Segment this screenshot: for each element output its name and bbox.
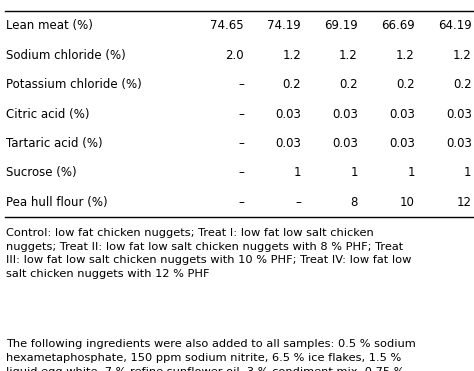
Text: 0.2: 0.2 xyxy=(339,78,358,91)
Text: 64.19: 64.19 xyxy=(438,19,472,32)
Text: 1: 1 xyxy=(464,167,472,180)
Text: –: – xyxy=(295,196,301,209)
Text: 1.2: 1.2 xyxy=(453,49,472,62)
Text: Lean meat (%): Lean meat (%) xyxy=(6,19,93,32)
Text: 66.69: 66.69 xyxy=(381,19,415,32)
Text: –: – xyxy=(238,108,244,121)
Text: 2.0: 2.0 xyxy=(226,49,244,62)
Text: Tartaric acid (%): Tartaric acid (%) xyxy=(6,137,103,150)
Text: 0.03: 0.03 xyxy=(275,137,301,150)
Text: 74.19: 74.19 xyxy=(267,19,301,32)
Text: 8: 8 xyxy=(350,196,358,209)
Text: 0.03: 0.03 xyxy=(332,137,358,150)
Text: 0.2: 0.2 xyxy=(453,78,472,91)
Text: –: – xyxy=(238,137,244,150)
Text: 1: 1 xyxy=(293,167,301,180)
Text: 1.2: 1.2 xyxy=(396,49,415,62)
Text: –: – xyxy=(238,78,244,91)
Text: 12: 12 xyxy=(456,196,472,209)
Text: Citric acid (%): Citric acid (%) xyxy=(6,108,90,121)
Text: The following ingredients were also added to all samples: 0.5 % sodium
hexametap: The following ingredients were also adde… xyxy=(6,339,432,371)
Text: 0.03: 0.03 xyxy=(275,108,301,121)
Text: 0.03: 0.03 xyxy=(332,108,358,121)
Text: 74.65: 74.65 xyxy=(210,19,244,32)
Text: –: – xyxy=(238,167,244,180)
Text: 10: 10 xyxy=(400,196,415,209)
Text: Potassium chloride (%): Potassium chloride (%) xyxy=(6,78,142,91)
Text: 0.2: 0.2 xyxy=(283,78,301,91)
Text: 1.2: 1.2 xyxy=(282,49,301,62)
Text: 0.2: 0.2 xyxy=(396,78,415,91)
Text: 1: 1 xyxy=(350,167,358,180)
Text: 69.19: 69.19 xyxy=(324,19,358,32)
Text: Pea hull flour (%): Pea hull flour (%) xyxy=(6,196,108,209)
Text: Sodium chloride (%): Sodium chloride (%) xyxy=(6,49,126,62)
Text: 1: 1 xyxy=(407,167,415,180)
Text: Sucrose (%): Sucrose (%) xyxy=(6,167,77,180)
Text: Control: low fat chicken nuggets; Treat I: low fat low salt chicken
nuggets; Tre: Control: low fat chicken nuggets; Treat … xyxy=(6,228,411,279)
Text: 0.03: 0.03 xyxy=(446,137,472,150)
Text: 1.2: 1.2 xyxy=(339,49,358,62)
Text: 0.03: 0.03 xyxy=(446,108,472,121)
Text: 0.03: 0.03 xyxy=(389,108,415,121)
Text: 0.03: 0.03 xyxy=(389,137,415,150)
Text: –: – xyxy=(238,196,244,209)
